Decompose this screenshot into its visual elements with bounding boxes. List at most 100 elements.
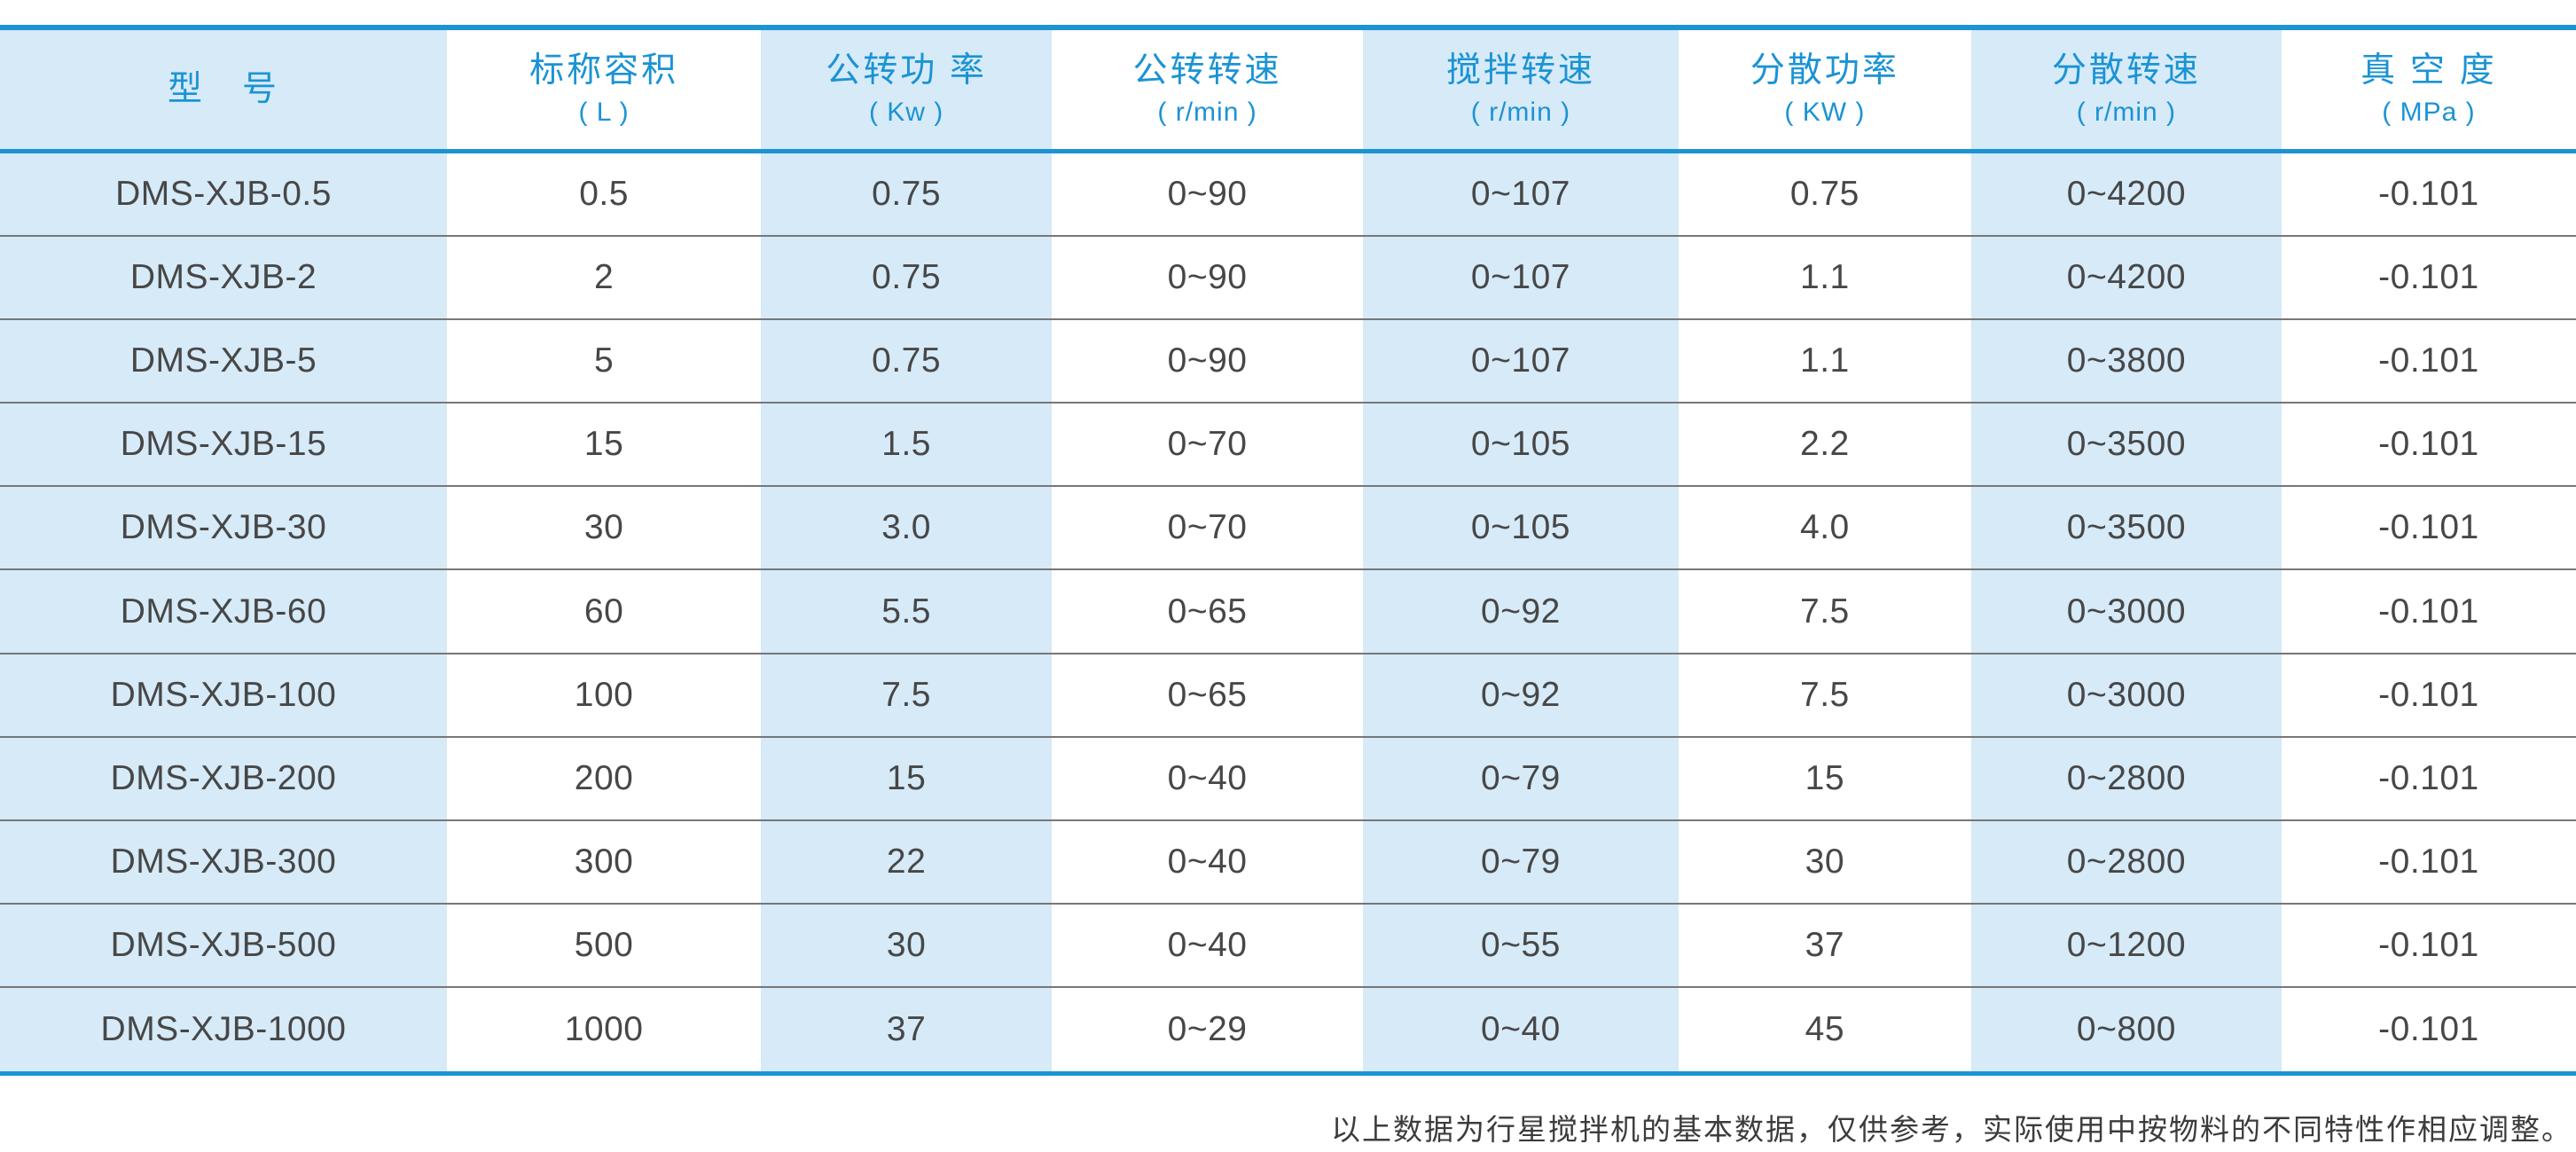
value-cell: 0~3500	[1970, 487, 2282, 569]
model-cell: DMS-XJB-30	[0, 487, 448, 569]
model-cell: DMS-XJB-60	[0, 570, 448, 653]
value-cell: 7.5	[761, 654, 1053, 736]
value-cell: -0.101	[2378, 425, 2479, 464]
value-cell: 30	[761, 904, 1053, 986]
value-cell: 7.5	[1800, 592, 1850, 631]
model-cell: DMS-XJB-300	[0, 820, 448, 903]
value-cell: 30	[1805, 842, 1845, 881]
footnote: 以上数据为行星搅拌机的基本数据，仅供参考，实际使用中按物料的不同特性作相应调整。	[1331, 1112, 2572, 1147]
value-cell: 5.5	[761, 570, 1053, 653]
model-cell: DMS-XJB-500	[0, 904, 448, 986]
value-cell: -0.101	[2378, 175, 2479, 214]
value-cell: -0.101	[2378, 842, 2479, 881]
value-cell: 3.0	[761, 487, 1053, 569]
value-cell: 0~90	[1167, 258, 1248, 297]
column-header: 标称容积 ( L )	[447, 30, 761, 149]
value-cell: 4.0	[1800, 508, 1850, 547]
table-bottom-border	[0, 1071, 2576, 1077]
column-header-unit: ( MPa )	[2382, 98, 2476, 128]
value-cell: 100	[574, 675, 634, 714]
column-header: 型 号	[0, 30, 448, 149]
table-row: DMS-XJB-200 200 15 0~40 0~79 15 0~2800 -0.101	[0, 737, 2576, 821]
model-cell: DMS-XJB-100	[0, 654, 448, 736]
value-cell: -0.101	[2378, 258, 2479, 297]
model-cell: DMS-XJB-2	[0, 237, 448, 319]
value-cell: 0~800	[1970, 987, 2282, 1072]
value-cell: 500	[574, 925, 634, 964]
value-cell: 0~40	[1363, 987, 1679, 1072]
value-cell: 0~2800	[1970, 737, 2282, 819]
model-cell: DMS-XJB-0.5	[0, 153, 448, 236]
table-row: DMS-XJB-0.5 0.5 0.75 0~90 0~107 0.75 0~4200 -0.…	[0, 153, 2576, 238]
column-header-label: 搅拌转速	[1445, 51, 1595, 90]
value-cell: 1.1	[1800, 258, 1850, 297]
column-header: 分散功率 ( KW )	[1679, 30, 1971, 149]
value-cell: 0.5	[579, 175, 629, 214]
value-cell: -0.101	[2378, 592, 2479, 631]
value-cell: 30	[583, 508, 624, 547]
column-header-label: 分散转速	[2051, 51, 2201, 90]
value-cell: 0.75	[761, 237, 1053, 319]
column-header: 公转转速 ( r/min )	[1052, 30, 1363, 149]
value-cell: 5	[593, 341, 615, 380]
value-cell: 0~70	[1167, 425, 1248, 464]
value-cell: 37	[1805, 925, 1845, 964]
value-cell: -0.101	[2378, 508, 2479, 547]
value-cell: 0~55	[1363, 904, 1679, 986]
table-row: DMS-XJB-30 30 3.0 0~70 0~105 4.0 0~3500 -0.101	[0, 487, 2576, 571]
value-cell: 0~29	[1167, 1009, 1248, 1048]
column-header-unit: ( L )	[578, 98, 630, 128]
column-header-label: 型 号	[168, 69, 280, 108]
table-top-border	[0, 25, 2576, 30]
value-cell: -0.101	[2378, 341, 2479, 380]
value-cell: 0~3000	[1970, 654, 2282, 736]
value-cell: 15	[761, 737, 1053, 819]
value-cell: 0~3800	[1970, 320, 2282, 403]
column-header: 公转功 率 ( Kw )	[761, 30, 1053, 149]
value-cell: 0~79	[1363, 820, 1679, 903]
table-body: DMS-XJB-0.5 0.5 0.75 0~90 0~107 0.75 0~4200 -0.…	[0, 153, 2576, 1072]
value-cell: -0.101	[2378, 925, 2479, 964]
value-cell: 0~40	[1167, 925, 1248, 964]
value-cell: 0~4200	[1970, 237, 2282, 319]
value-cell: -0.101	[2378, 758, 2479, 797]
value-cell: 0.75	[761, 153, 1053, 236]
column-header-label: 标称容积	[529, 51, 679, 90]
value-cell: 37	[761, 987, 1053, 1072]
table-row: DMS-XJB-5 5 0.75 0~90 0~107 1.1 0~3800 -0.101	[0, 320, 2576, 404]
value-cell: 0~70	[1167, 508, 1248, 547]
value-cell: -0.101	[2378, 1009, 2479, 1048]
value-cell: 0~40	[1167, 758, 1248, 797]
table-header-row: 型 号 标称容积 ( L ) 公转功 率( Kw ) 公转转速( r/min ) 搅拌转速…	[0, 30, 2576, 153]
table-row: DMS-XJB-2 2 0.75 0~90 0~107 1.1 0~4200 -0.101	[0, 237, 2576, 321]
value-cell: 1.5	[761, 404, 1053, 486]
value-cell: 2.2	[1800, 425, 1850, 464]
column-header-label: 分散功率	[1750, 51, 1899, 90]
model-cell: DMS-XJB-200	[0, 737, 448, 819]
table-row: DMS-XJB-100 100 7.5 0~65 0~92 7.5 0~3000 -0.101	[0, 654, 2576, 738]
value-cell: 0~79	[1363, 737, 1679, 819]
column-header-label: 真 空 度	[2361, 51, 2497, 90]
column-header-unit: ( r/min )	[1157, 98, 1257, 128]
value-cell: 200	[574, 758, 634, 797]
value-cell: 7.5	[1800, 675, 1850, 714]
value-cell: 0~92	[1363, 570, 1679, 653]
column-header-label: 公转功 率	[826, 51, 988, 90]
value-cell: 0.75	[761, 320, 1053, 403]
model-cell: DMS-XJB-1000	[0, 987, 448, 1072]
column-header-unit: ( r/min )	[2076, 98, 2177, 128]
value-cell: 0~90	[1167, 341, 1248, 380]
value-cell: 0~3500	[1970, 404, 2282, 486]
value-cell: 0~92	[1363, 654, 1679, 736]
value-cell: 0~107	[1363, 237, 1679, 319]
value-cell: 0~1200	[1970, 904, 2282, 986]
model-cell: DMS-XJB-5	[0, 320, 448, 403]
model-cell: DMS-XJB-15	[0, 404, 448, 486]
value-cell: 0~105	[1363, 404, 1679, 486]
table-row: DMS-XJB-60 60 5.5 0~65 0~92 7.5 0~3000 -0.101	[0, 570, 2576, 654]
value-cell: 0~4200	[1970, 153, 2282, 236]
value-cell: 0~40	[1167, 842, 1248, 881]
value-cell: 0~105	[1363, 487, 1679, 569]
value-cell: 0~90	[1167, 175, 1248, 214]
